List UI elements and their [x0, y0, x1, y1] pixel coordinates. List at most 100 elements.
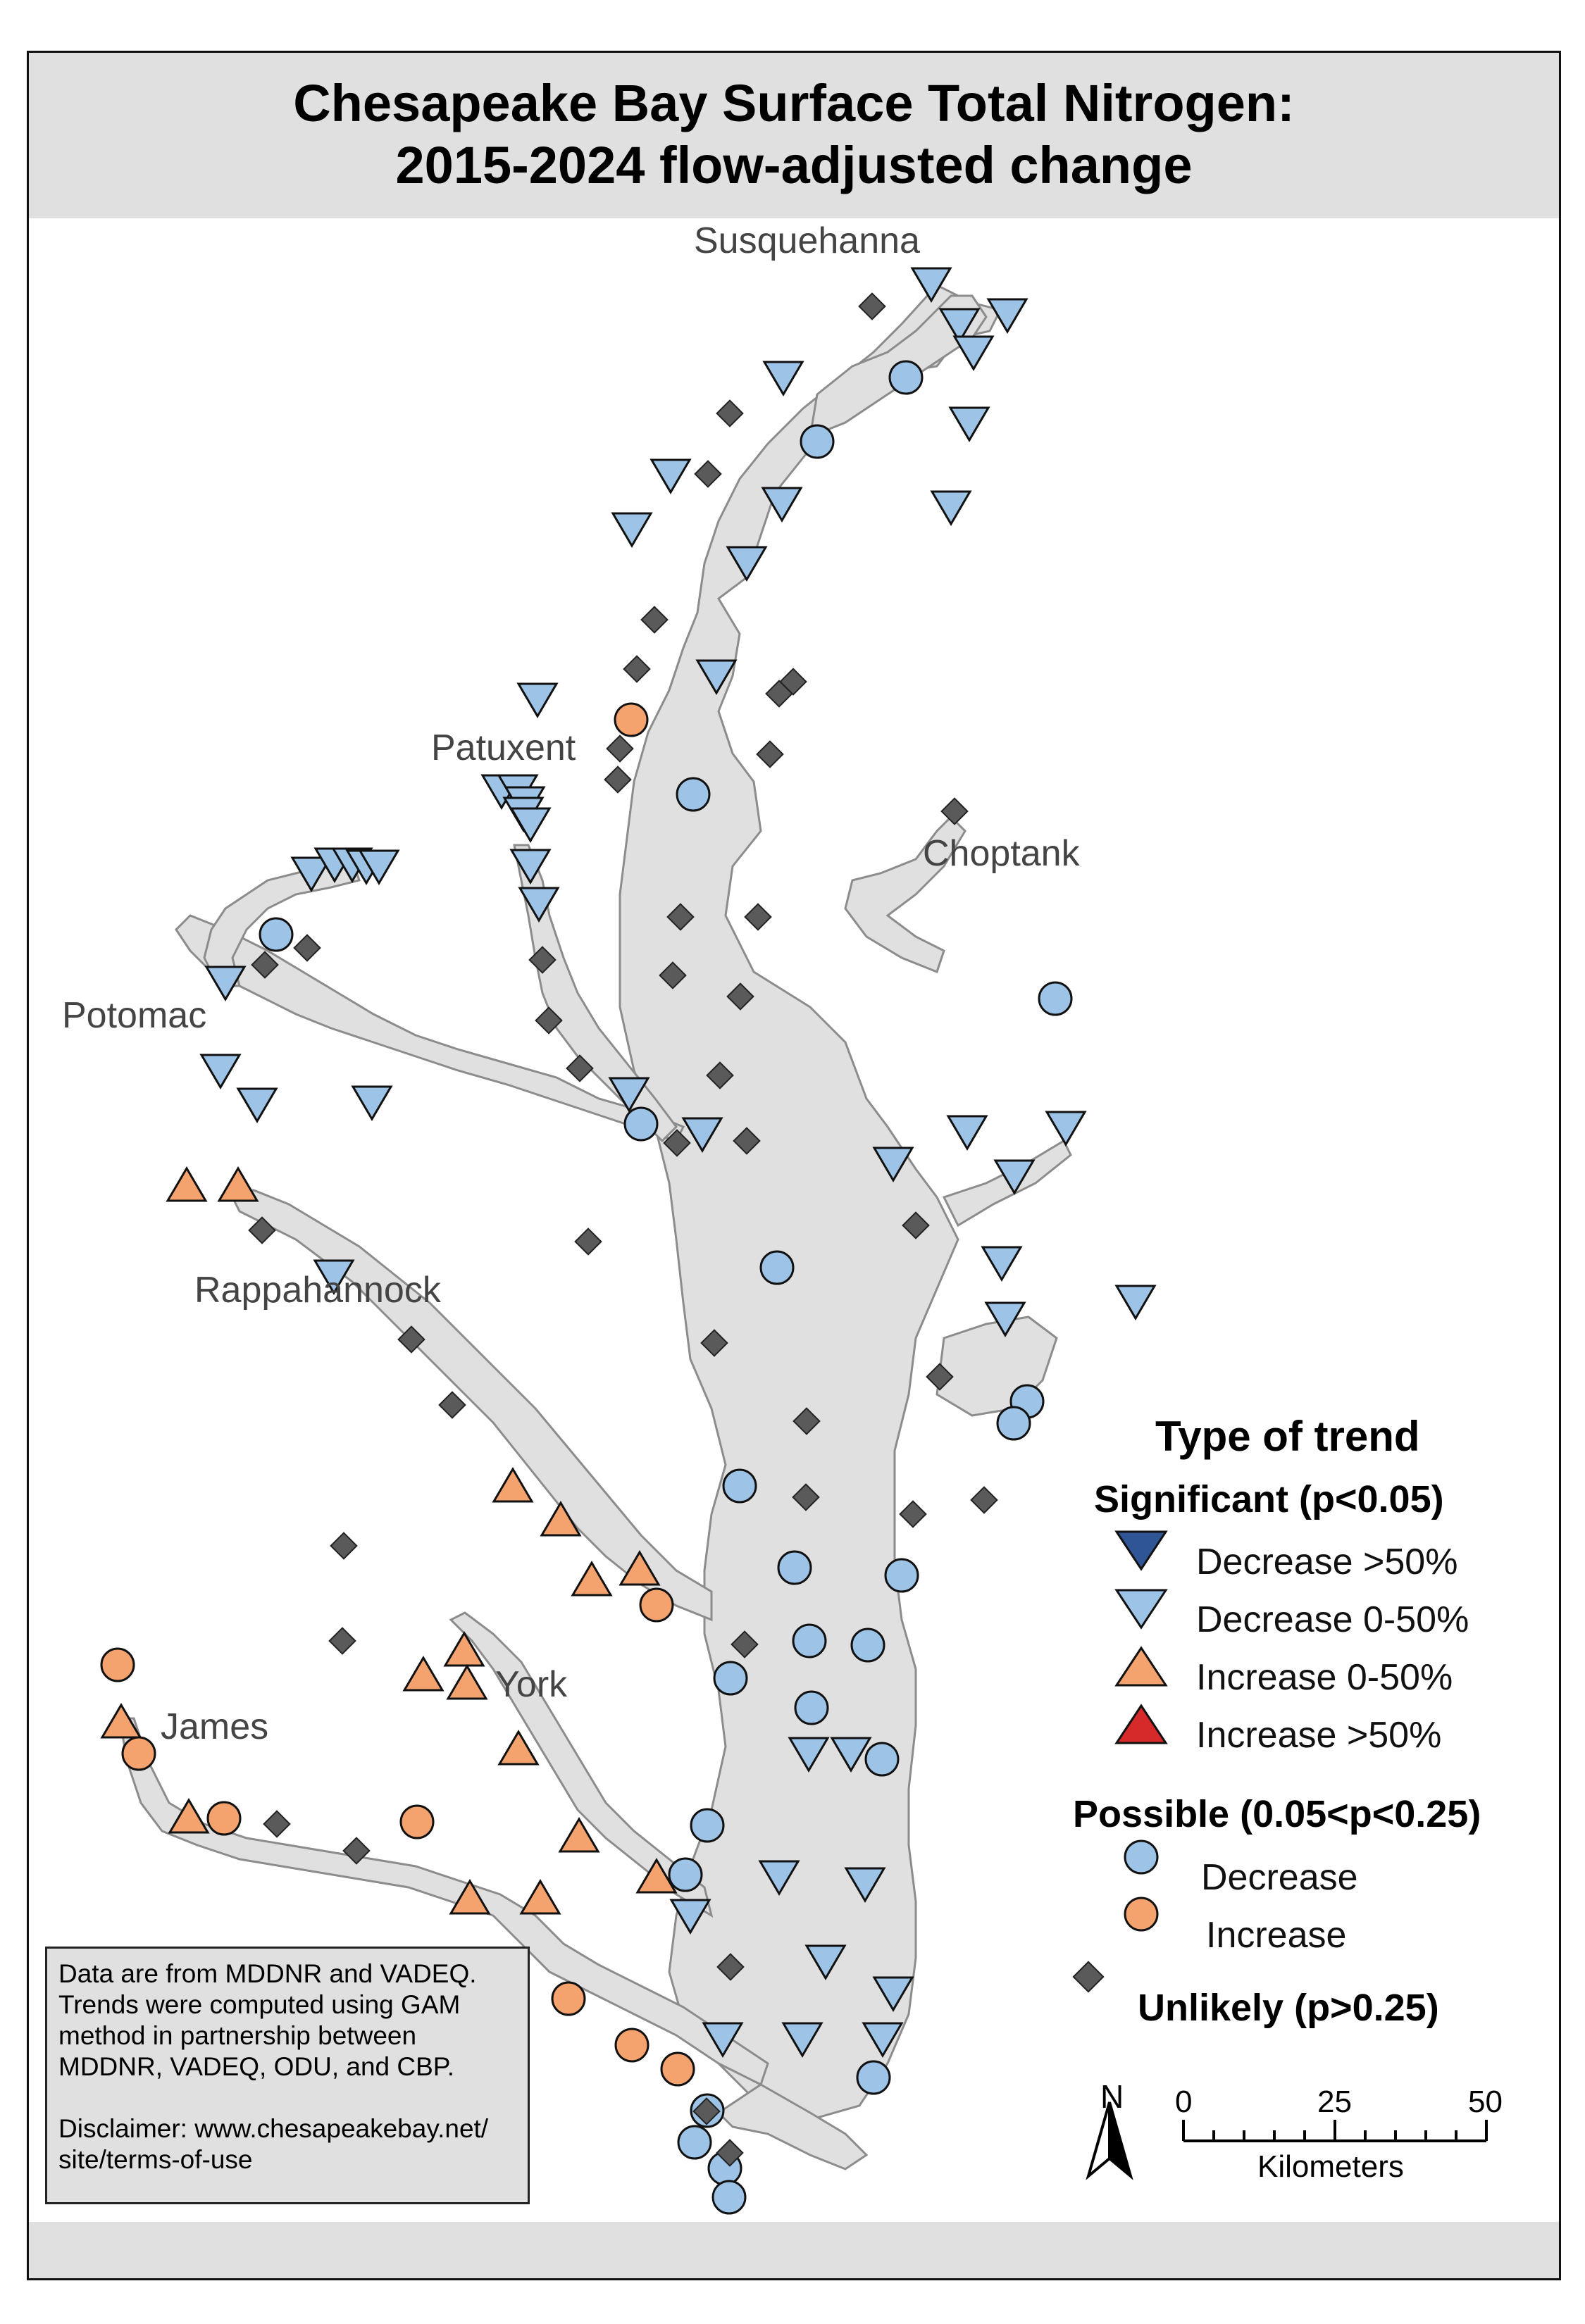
legend-decrease-strong-symbol	[1114, 1530, 1168, 1571]
station-decrease-possible	[800, 424, 835, 459]
station-decrease-significant	[611, 512, 653, 548]
station-decrease-possible	[711, 2180, 747, 2215]
scale-tick-25: 25	[1317, 2085, 1352, 2119]
title-band	[29, 53, 1559, 218]
station-unlikely	[528, 946, 557, 974]
station-unlikely	[706, 1061, 734, 1089]
station-decrease-significant	[695, 659, 738, 695]
title-line-2: 2015-2024 flow-adjusted change	[395, 136, 1193, 194]
station-increase-possible	[206, 1801, 242, 1836]
station-decrease-significant	[702, 2022, 744, 2058]
station-decrease-significant	[984, 1301, 1026, 1337]
station-decrease-significant	[1045, 1111, 1087, 1147]
station-unlikely	[263, 1810, 291, 1838]
label-choptank: Choptank	[923, 833, 1080, 874]
source-note: Data are from MDDNR and VADEQ. Trends we…	[45, 1947, 530, 2204]
station-increase-possible	[399, 1804, 435, 1839]
scale-unit: Kilometers	[1257, 2149, 1404, 2184]
station-decrease-significant	[351, 1085, 393, 1121]
station-unlikely	[574, 1227, 602, 1256]
station-increase-significant	[168, 1798, 210, 1834]
station-decrease-significant	[681, 1117, 723, 1153]
legend-significant-heading: Significant (p<0.05)	[1094, 1478, 1444, 1520]
scale-tick-50: 50	[1468, 2085, 1503, 2119]
legend-increase: Increase 0-50%	[1196, 1657, 1453, 1698]
disclaimer-line: Disclaimer: www.chesapeakebay.net/	[58, 2114, 489, 2143]
station-increase-significant	[449, 1879, 491, 1915]
station-decrease-possible	[713, 1661, 748, 1696]
station-unlikely	[970, 1486, 998, 1514]
legend-symbols	[1072, 1530, 1168, 1993]
station-decrease-significant	[930, 490, 972, 526]
station-decrease-possible	[850, 1628, 885, 1663]
station-decrease-significant	[236, 1087, 278, 1123]
station-increase-significant	[519, 1879, 561, 1915]
station-decrease-possible	[996, 1406, 1031, 1441]
legend-increase-strong-symbol	[1114, 1704, 1168, 1744]
station-increase-significant	[492, 1467, 534, 1503]
station-unlikely	[328, 1627, 356, 1655]
station-decrease-significant	[872, 1147, 914, 1182]
station-decrease-significant	[669, 1899, 711, 1935]
station-unlikely	[744, 903, 772, 931]
station-unlikely	[606, 735, 634, 763]
station-decrease-possible	[864, 1742, 900, 1777]
legend-heading: Type of trend	[1155, 1413, 1420, 1460]
station-unlikely	[251, 951, 279, 979]
choptank-estuary	[844, 815, 966, 973]
station-increase-significant	[443, 1631, 485, 1667]
north-label: N	[1100, 2078, 1124, 2115]
station-unlikely	[293, 934, 321, 962]
station-unlikely	[899, 1500, 927, 1528]
station-unlikely	[666, 903, 695, 931]
station-decrease-possible	[623, 1106, 659, 1142]
station-decrease-possible	[690, 1808, 725, 1843]
station-unlikely	[438, 1391, 466, 1419]
legend-possible-decrease-symbol	[1124, 1839, 1159, 1875]
station-decrease-significant	[516, 682, 559, 718]
station-decrease-significant	[872, 1976, 914, 2012]
station-increase-possible	[551, 1981, 586, 2016]
station-increase-significant	[497, 1730, 540, 1766]
station-increase-significant	[540, 1501, 582, 1537]
station-decrease-significant	[910, 267, 952, 303]
station-decrease-possible	[676, 777, 711, 812]
station-decrease-significant	[844, 1867, 886, 1903]
legend-decrease: Decrease 0-50%	[1196, 1599, 1469, 1640]
station-decrease-significant	[938, 308, 981, 344]
station-increase-significant	[217, 1166, 259, 1202]
bay-water	[118, 284, 1072, 2170]
station-unlikely	[342, 1837, 371, 1865]
station-unlikely	[397, 1325, 425, 1354]
station-decrease-possible	[759, 1250, 795, 1285]
station-unlikely	[765, 680, 793, 708]
station-decrease-possible	[722, 1468, 757, 1504]
station-decrease-possible	[856, 2060, 891, 2095]
station-decrease-significant	[804, 1944, 847, 1980]
note-line: Trends were computed using GAM	[58, 1990, 461, 2019]
station-decrease-possible	[1038, 981, 1073, 1016]
rappahannock-estuary	[230, 1189, 713, 1622]
station-decrease-significant	[509, 807, 552, 843]
scale-tick-0: 0	[1175, 2085, 1193, 2119]
station-increase-possible	[100, 1647, 135, 1682]
north-arrow-icon	[1086, 2101, 1133, 2180]
legend-decrease-symbol	[1114, 1589, 1168, 1630]
station-unlikely	[535, 1006, 563, 1035]
station-unlikely	[659, 961, 687, 989]
eastern-shore-rivers	[942, 1139, 1072, 1227]
station-unlikely	[604, 766, 632, 794]
station-unlikely	[792, 1483, 820, 1511]
station-decrease-significant	[1114, 1285, 1157, 1320]
station-increase-significant	[166, 1166, 208, 1202]
station-decrease-significant	[788, 1737, 830, 1773]
station-decrease-possible	[884, 1558, 919, 1593]
station-decrease-significant	[358, 849, 400, 885]
station-decrease-significant	[204, 966, 247, 1001]
station-decrease-significant	[608, 1077, 650, 1113]
station-decrease-significant	[862, 2022, 904, 2058]
station-decrease-possible	[777, 1550, 812, 1585]
legend-possible-increase: Increase	[1206, 1915, 1347, 1956]
station-markers	[100, 267, 1157, 2215]
